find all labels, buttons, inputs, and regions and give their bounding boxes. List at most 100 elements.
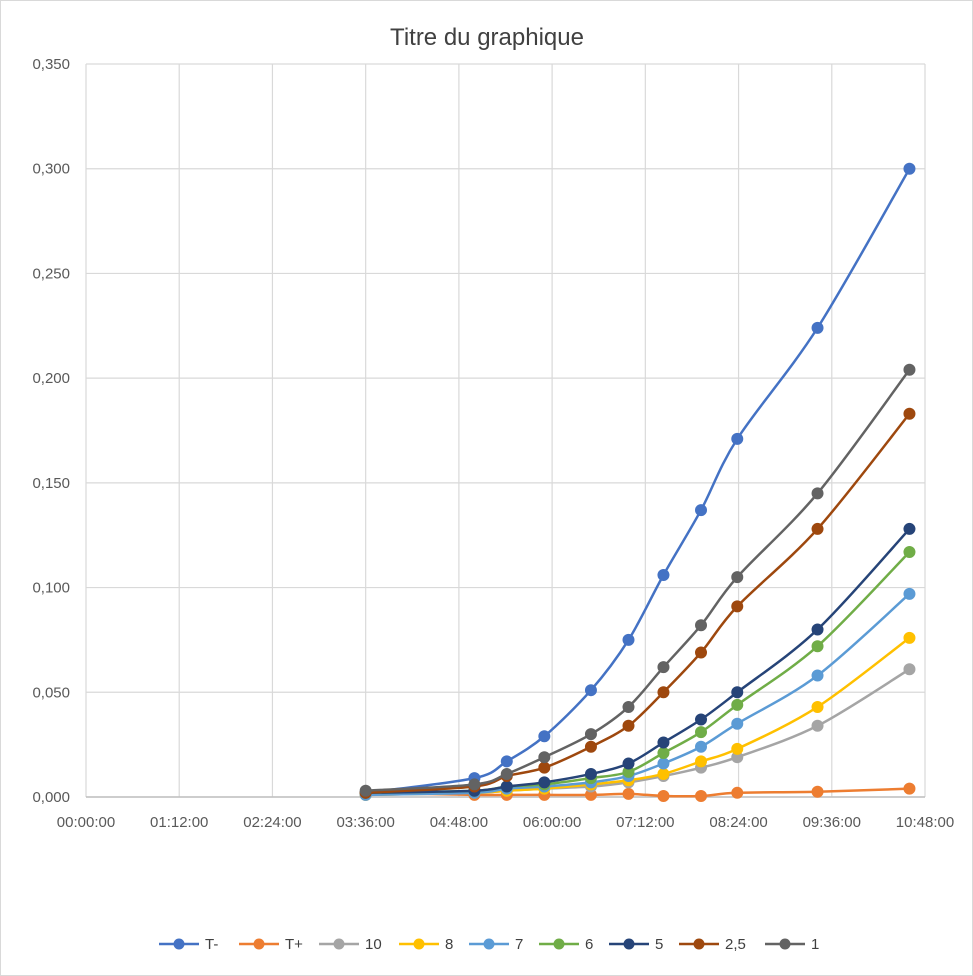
data-point: [657, 686, 670, 699]
legend-item-10: 10: [319, 936, 382, 953]
data-point: [359, 784, 372, 797]
data-point: [731, 686, 744, 699]
data-point: [584, 684, 597, 697]
data-point: [811, 623, 824, 636]
x-tick-label: 03:36:00: [336, 814, 394, 831]
data-point: [811, 321, 824, 334]
data-point: [622, 633, 635, 646]
x-tick-label: 04:48:00: [430, 814, 488, 831]
data-point: [500, 755, 513, 768]
data-point: [622, 757, 635, 770]
legend-label: 10: [365, 936, 382, 953]
data-point: [695, 713, 708, 726]
x-tick-label: 09:36:00: [803, 814, 861, 831]
data-point: [695, 619, 708, 632]
x-tick-label: 08:24:00: [709, 814, 767, 831]
data-point: [903, 363, 916, 376]
data-point: [811, 640, 824, 653]
series-line: [365, 636, 911, 797]
data-point: [811, 719, 824, 732]
chart-title: Titre du graphique: [390, 24, 584, 51]
legend-item-8: 8: [399, 936, 453, 953]
data-point: [903, 631, 916, 644]
y-tick-label: 0,250: [32, 265, 70, 282]
legend-marker: [693, 938, 705, 950]
data-point: [811, 522, 824, 535]
legend-item-T+: T+: [239, 936, 303, 953]
data-point: [903, 407, 916, 420]
x-tick-label: 01:12:00: [150, 814, 208, 831]
y-tick-label: 0,050: [32, 684, 70, 701]
series-line: [365, 168, 911, 795]
legend-marker: [253, 938, 265, 950]
data-point: [657, 569, 670, 582]
legend-label: 2,5: [725, 936, 746, 953]
legend-marker: [623, 938, 635, 950]
series-group: [359, 162, 916, 802]
data-point: [903, 587, 916, 600]
legend-label: 7: [515, 936, 523, 953]
data-point: [538, 730, 551, 743]
data-point: [731, 717, 744, 730]
data-point: [731, 600, 744, 613]
y-tick-label: 0,300: [32, 161, 70, 178]
series-line: [365, 668, 911, 797]
legend-label: T+: [285, 936, 303, 953]
legend-label: 5: [655, 936, 663, 953]
data-point: [657, 789, 670, 802]
data-point: [538, 751, 551, 764]
legend-marker: [553, 938, 565, 950]
data-point: [584, 728, 597, 741]
data-point: [903, 663, 916, 676]
x-tick-label: 00:00:00: [57, 814, 115, 831]
data-point: [731, 698, 744, 711]
data-point: [811, 487, 824, 500]
data-point: [903, 782, 916, 795]
legend-item-1: 1: [765, 936, 819, 953]
data-point: [903, 545, 916, 558]
data-point: [695, 755, 708, 768]
data-point: [657, 757, 670, 770]
x-tick-label: 02:24:00: [243, 814, 301, 831]
series-5: [359, 522, 916, 799]
data-point: [811, 669, 824, 682]
legend-marker: [483, 938, 495, 950]
data-point: [657, 747, 670, 760]
data-point: [622, 719, 635, 732]
axes: 0,000 0,050 0,100 0,150 0,200 0,250 0,300 0,350…: [32, 56, 954, 831]
data-point: [468, 778, 481, 791]
data-point: [731, 571, 744, 584]
data-point: [695, 740, 708, 753]
data-point: [500, 780, 513, 793]
data-point: [903, 162, 916, 175]
data-point: [695, 789, 708, 802]
y-tick-label: 0,000: [32, 789, 70, 806]
data-point: [731, 432, 744, 445]
legend-label: 8: [445, 936, 453, 953]
y-tick-label: 0,200: [32, 370, 70, 387]
x-tick-label: 10:48:00: [896, 814, 954, 831]
data-point: [622, 787, 635, 800]
data-point: [695, 726, 708, 739]
series-line: [365, 528, 911, 795]
data-point: [811, 785, 824, 798]
legend-item-6: 6: [539, 936, 593, 953]
data-point: [584, 740, 597, 753]
x-tick-label: 06:00:00: [523, 814, 581, 831]
data-point: [657, 736, 670, 749]
legend-label: 6: [585, 936, 593, 953]
legend-marker: [413, 938, 425, 950]
legend-label: 1: [811, 936, 819, 953]
legend-marker: [173, 938, 185, 950]
y-tick-label: 0,150: [32, 475, 70, 492]
data-point: [811, 700, 824, 713]
legend: T- T+ 10 8 7 6 5 2,5 1: [159, 936, 819, 953]
data-point: [695, 646, 708, 659]
data-point: [903, 522, 916, 535]
legend-marker: [779, 938, 791, 950]
legend-marker: [333, 938, 345, 950]
y-tick-label: 0,100: [32, 580, 70, 597]
y-tick-label: 0,350: [32, 56, 70, 73]
